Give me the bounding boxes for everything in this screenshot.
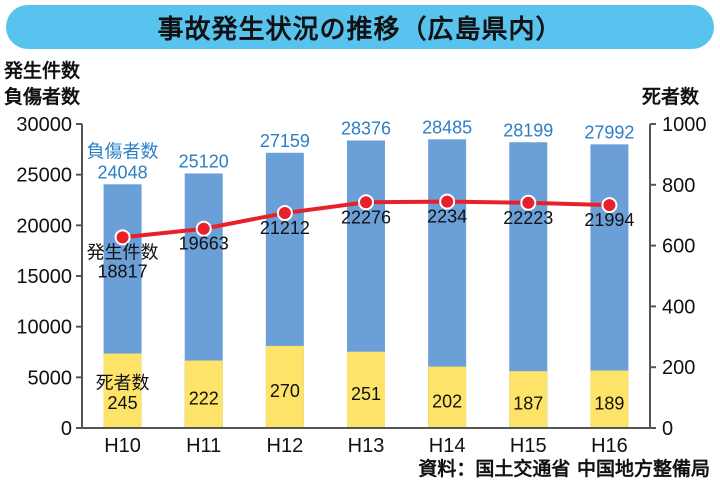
accidents-value-label: 2234 — [427, 207, 467, 227]
deaths-series-label: 死者数 — [96, 373, 150, 393]
category-label: H11 — [186, 435, 221, 457]
right-tick-label: 0 — [662, 418, 673, 440]
category-label: H14 — [429, 435, 466, 457]
chart-title-banner: 事故発生状況の推移（広島県内） — [6, 5, 714, 49]
left-tick-label: 30000 — [16, 114, 72, 136]
left-axis-label-line1: 発生件数 — [4, 60, 81, 82]
left-tick-label: 5000 — [28, 367, 73, 389]
accidents-value-label: 18817 — [98, 261, 148, 281]
left-tick-label: 15000 — [16, 266, 72, 288]
accidents-point — [276, 205, 293, 222]
deaths-bar — [590, 370, 629, 428]
injured-value-label: 28485 — [422, 117, 472, 137]
chart-title: 事故発生状況の推移（広島県内） — [157, 14, 563, 45]
deaths-bar — [428, 366, 467, 428]
left-tick-label: 0 — [61, 418, 72, 440]
accidents-value-label: 21994 — [584, 210, 634, 230]
accidents-point — [195, 220, 212, 237]
accidents-value-label: 22223 — [503, 208, 553, 228]
right-axis-label: 死者数 — [642, 86, 700, 108]
source-note: 資料：国土交通省 中国地方整備局 — [418, 458, 710, 480]
category-label: H13 — [348, 435, 385, 457]
deaths-bar — [509, 371, 548, 428]
category-label: H16 — [591, 435, 628, 457]
accidents-point — [520, 194, 537, 211]
accidents-point — [601, 197, 618, 214]
deaths-value-label: 189 — [594, 393, 624, 413]
left-tick-label: 25000 — [16, 165, 72, 187]
injured-value-label: 27159 — [260, 131, 310, 151]
right-tick-label: 600 — [662, 236, 695, 258]
deaths-value-label: 187 — [513, 394, 543, 414]
injured-value-label: 28199 — [503, 120, 553, 140]
injured-series-label: 負傷者数 — [87, 141, 159, 161]
accidents-value-label: 22276 — [341, 207, 391, 227]
deaths-bar — [103, 353, 142, 428]
right-tick-label: 1000 — [662, 114, 707, 136]
injured-value-label: 27992 — [584, 122, 634, 142]
left-axis-label-line2: 負傷者数 — [4, 86, 81, 108]
left-tick-label: 10000 — [16, 317, 72, 339]
deaths-bar — [265, 345, 304, 428]
category-label: H12 — [267, 435, 304, 457]
deaths-value-label: 202 — [432, 391, 462, 411]
right-tick-label: 800 — [662, 175, 695, 197]
injured-value-label: 25120 — [179, 151, 229, 171]
accidents-value-label: 21212 — [260, 218, 310, 238]
category-label: H15 — [510, 435, 547, 457]
deaths-bar — [184, 360, 223, 428]
deaths-value-label: 270 — [270, 381, 300, 401]
deaths-value-label: 222 — [189, 388, 219, 408]
deaths-bar — [347, 351, 385, 428]
deaths-value-label: 251 — [351, 384, 381, 404]
left-tick-label: 20000 — [16, 215, 72, 237]
right-tick-label: 400 — [662, 296, 695, 318]
category-label: H10 — [104, 435, 141, 457]
accidents-point — [114, 229, 131, 246]
accidents-point — [358, 194, 374, 211]
injured-value-label: 28376 — [341, 118, 391, 138]
accidents-point — [439, 193, 456, 210]
right-tick-label: 200 — [662, 357, 695, 379]
accidents-series-label: 発生件数 — [87, 242, 159, 262]
deaths-value-label: 245 — [108, 393, 138, 413]
accidents-value-label: 19663 — [179, 234, 229, 254]
injured-value-label: 24048 — [98, 162, 148, 182]
